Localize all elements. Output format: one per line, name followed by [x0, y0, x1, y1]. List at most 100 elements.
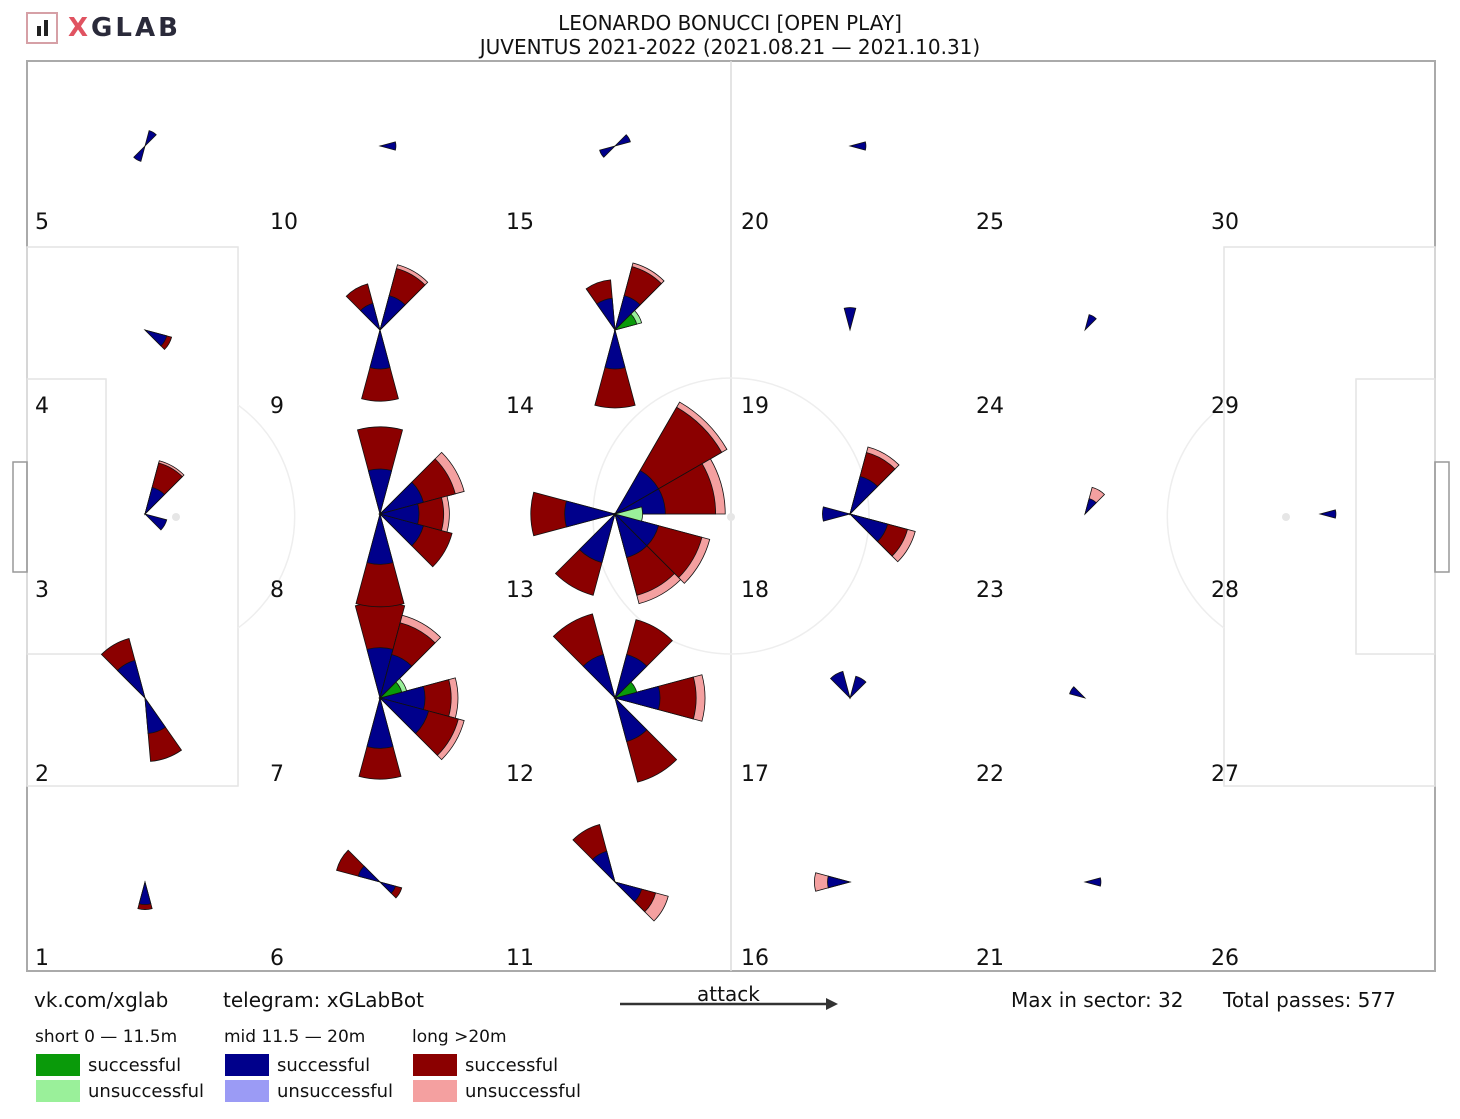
zone-label-11: 11	[506, 946, 534, 971]
zone-label-10: 10	[270, 210, 298, 235]
sector-mid-successful-z8-s4	[378, 503, 420, 525]
sector-mid-successful-z22-s0	[1069, 686, 1087, 699]
rose-zone-14	[585, 262, 665, 409]
sector-mid-successful-z12-s3	[614, 696, 648, 742]
zone-labels: 1234567891011121314151617181920212223242…	[35, 210, 1239, 971]
sector-mid-successful-z3-s1	[143, 513, 168, 531]
sector-mid-successful-z13-s4	[564, 500, 617, 528]
sector-mid-successful-z13-s5	[578, 512, 616, 564]
rose-zone-20	[848, 141, 867, 151]
zone-label-8: 8	[270, 578, 284, 603]
sector-mid-successful-z11-s0	[591, 850, 616, 884]
sector-mid-successful-z19-s0	[843, 307, 857, 332]
sector-mid-successful-z12-s2	[613, 685, 661, 711]
telegram-link[interactable]: telegram: xGLabBot	[223, 988, 424, 1012]
sector-mid-successful-z18-s0	[849, 475, 879, 516]
rose-zone-15	[599, 134, 631, 158]
rose-zone-21	[1083, 877, 1102, 887]
rose-zone-17	[829, 670, 867, 700]
right-goal	[1434, 461, 1450, 573]
swatch-long-unsuccessful	[413, 1080, 457, 1102]
legend-short-title: short 0 — 11.5m	[35, 1027, 178, 1047]
legend-mid-unsuccessful: unsuccessful	[225, 1080, 393, 1102]
legend-long-title: long >20m	[412, 1027, 507, 1047]
sector-mid-successful-z20-s0	[848, 141, 867, 151]
left-goal	[12, 461, 28, 573]
sector-mid-successful-z11-s1	[613, 881, 643, 903]
swatch-mid-unsuccessful	[225, 1080, 269, 1102]
zone-label-22: 22	[976, 762, 1004, 787]
zone-label-6: 6	[270, 946, 284, 971]
right-penalty-arc	[1166, 404, 1225, 629]
zone-label-16: 16	[741, 946, 769, 971]
zone-label-12: 12	[506, 762, 534, 787]
zone-label-29: 29	[1211, 394, 1239, 419]
sector-mid-successful-z1-s0	[138, 880, 152, 905]
legend-long-unsuccessful: unsuccessful	[413, 1080, 581, 1102]
sector-mid-successful-z13-s1	[613, 488, 666, 515]
total-passes: Total passes: 577	[1223, 988, 1396, 1012]
sector-mid-successful-z23-s0	[1084, 498, 1097, 516]
sector-mid-successful-z7-s4	[366, 696, 394, 749]
sector-mid-successful-z9-s1	[369, 328, 391, 370]
zone-label-21: 21	[976, 946, 1004, 971]
logo-text: XGLAB	[68, 13, 181, 43]
sector-mid-successful-z17-s1	[849, 675, 867, 700]
sector-short-successful-z12-s4	[613, 681, 638, 699]
zone-label-13: 13	[506, 578, 534, 603]
rose-zone-12	[552, 613, 706, 783]
sector-mid-successful-z8-s3	[366, 512, 394, 565]
rose-zone-18	[822, 446, 916, 563]
sector-mid-successful-z8-s0	[367, 468, 393, 516]
right-six-yard-box	[1355, 378, 1436, 655]
legend-mid-title: mid 11.5 — 20m	[224, 1027, 366, 1047]
rose-zone-11	[572, 824, 669, 922]
sector-mid-successful-z14-s1	[604, 328, 626, 370]
zone-label-24: 24	[976, 394, 1004, 419]
zone-label-20: 20	[741, 210, 769, 235]
rose-zone-16	[814, 872, 852, 892]
sector-mid-successful-z9-s0	[379, 295, 406, 332]
zone-label-14: 14	[506, 394, 534, 419]
legend-long-successful: successful	[413, 1054, 558, 1076]
sector-mid-successful-z24-s0	[1084, 314, 1097, 332]
zone-label-30: 30	[1211, 210, 1239, 235]
sector-mid-successful-z9-s2	[359, 302, 381, 332]
sector-mid-successful-z6-s1	[378, 881, 396, 894]
pass-roses	[100, 130, 1337, 922]
sector-mid-successful-z17-s0	[829, 670, 851, 700]
rose-zone-3	[143, 460, 185, 531]
legend-short-unsuccessful: unsuccessful	[36, 1080, 204, 1102]
sector-mid-successful-z2-s0	[116, 659, 146, 700]
sector-mid-successful-z28-s0	[1318, 509, 1337, 519]
rose-zone-7	[354, 602, 465, 780]
sector-mid-successful-z5-s0	[144, 130, 157, 148]
rose-zone-5	[133, 130, 157, 162]
sector-mid-successful-z5-s1	[133, 144, 146, 162]
swatch-short-successful	[36, 1054, 80, 1076]
sector-mid-successful-z18-s2	[822, 506, 852, 522]
rose-zone-24	[1084, 314, 1097, 332]
xglab-logo: XGLAB	[26, 12, 181, 44]
zone-label-9: 9	[270, 394, 284, 419]
rose-zone-4	[143, 329, 173, 351]
zone-label-1: 1	[35, 946, 49, 971]
vk-link[interactable]: vk.com/xglab	[34, 988, 169, 1012]
rose-zone-22	[1069, 686, 1087, 699]
zone-label-7: 7	[270, 762, 284, 787]
sector-mid-successful-z6-s0	[357, 865, 382, 883]
sector-mid-successful-z7-s1	[379, 654, 413, 700]
left-penalty-arc	[237, 404, 296, 629]
swatch-mid-successful	[225, 1054, 269, 1076]
sector-mid-successful-z15-s0	[613, 134, 631, 147]
attack-label: attack	[697, 982, 760, 1006]
sector-mid-successful-z15-s1	[599, 145, 617, 158]
sector-short-successful-z7-s5	[378, 681, 403, 699]
sector-mid-successful-z4-s0	[143, 329, 168, 347]
zone-label-3: 3	[35, 578, 49, 603]
rose-zone-13	[530, 401, 728, 605]
legend-mid-successful: successful	[225, 1054, 370, 1076]
sector-short-successful-z14-s3	[613, 313, 638, 331]
right-penalty-spot	[1282, 513, 1290, 521]
